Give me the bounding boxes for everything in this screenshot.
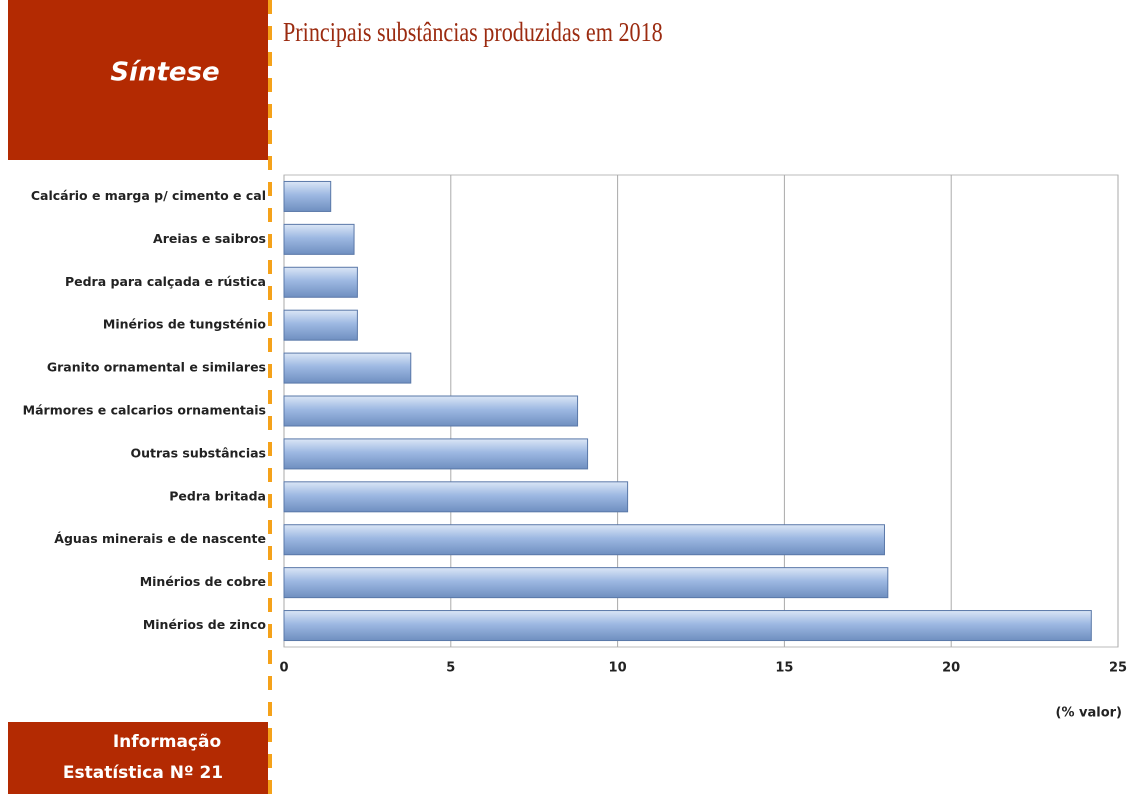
x-axis-label: (% valor) xyxy=(1056,706,1122,721)
bar xyxy=(283,395,579,427)
x-tick-label: 0 xyxy=(279,661,288,676)
x-tick-label: 10 xyxy=(609,661,627,676)
y-tick-label: Areias e saibros xyxy=(153,231,266,246)
sidebar-footer: Estatística Nº 21 xyxy=(63,763,223,783)
chart-title: Principais substâncias produzidas em 201… xyxy=(283,18,663,48)
x-tick-label: 20 xyxy=(942,661,960,676)
sidebar-footer: Informação xyxy=(113,732,221,752)
bar xyxy=(283,610,1092,642)
x-tick-label: 15 xyxy=(775,661,793,676)
y-tick-label: Minérios de cobre xyxy=(140,574,266,589)
y-tick-label: Outras substâncias xyxy=(131,445,267,460)
y-tick-label: Pedra britada xyxy=(169,488,266,503)
bar xyxy=(283,438,589,470)
y-tick-label: Minérios de tungsténio xyxy=(103,317,267,332)
y-tick-label: Minérios de zinco xyxy=(143,617,267,632)
x-tick-label: 5 xyxy=(446,661,455,676)
y-tick-label: Águas minerais e de nascente xyxy=(54,531,266,546)
bar xyxy=(283,309,358,341)
bar xyxy=(283,352,412,384)
bar xyxy=(283,524,885,556)
bar xyxy=(283,266,358,298)
x-tick-label: 25 xyxy=(1109,661,1127,676)
bar xyxy=(283,567,889,599)
y-tick-label: Mármores e calcarios ornamentais xyxy=(23,403,266,418)
bar xyxy=(283,223,355,255)
y-tick-label: Pedra para calçada e rústica xyxy=(65,274,266,289)
y-tick-label: Granito ornamental e similares xyxy=(47,360,266,375)
bar xyxy=(283,180,332,212)
sidebar-heading: Síntese xyxy=(110,58,219,88)
bar xyxy=(283,481,629,513)
y-tick-label: Calcário e marga p/ cimento e cal xyxy=(31,188,266,203)
